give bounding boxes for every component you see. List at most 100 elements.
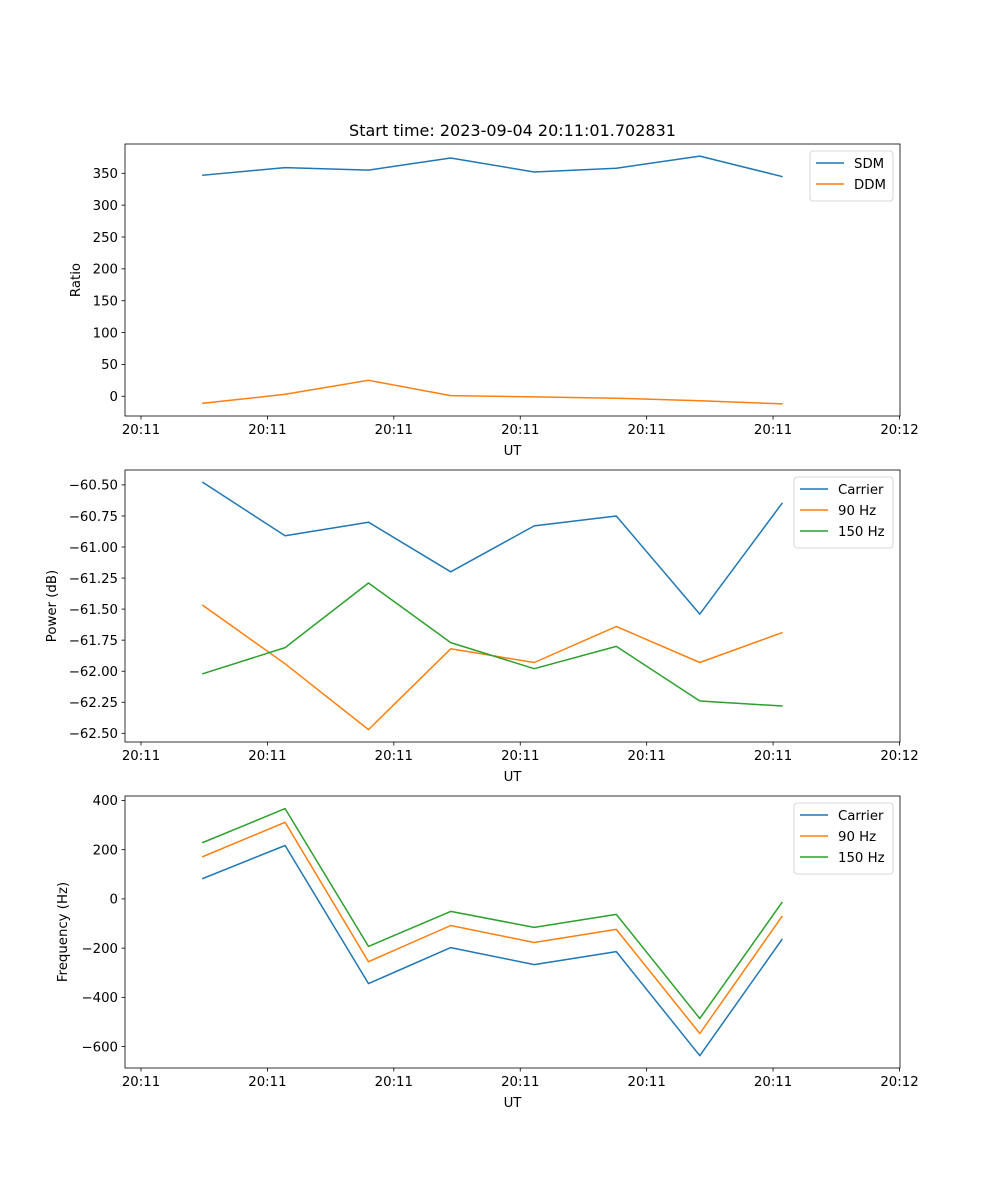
x-axis-label: UT (504, 770, 523, 785)
data-point (201, 401, 205, 405)
data-point (367, 168, 371, 172)
x-tick-label: 20:11 (501, 423, 539, 438)
data-point (698, 1054, 702, 1058)
data-point (449, 156, 453, 160)
data-point (780, 901, 784, 905)
series-line-ddm (202, 379, 783, 405)
data-point (780, 175, 784, 179)
x-tick-label: 20:11 (122, 749, 160, 764)
y-tick-label: −61.50 (69, 603, 118, 618)
legend-label: DDM (854, 178, 886, 193)
x-tick-label: 20:11 (628, 749, 666, 764)
series-line-150-hz (201, 582, 783, 707)
y-tick-label: −62.50 (69, 727, 118, 742)
x-tick-label: 20:11 (375, 423, 413, 438)
x-tick-label: 20:12 (880, 1075, 918, 1090)
y-tick-label: −60.50 (69, 479, 118, 494)
y-tick-label: 400 (93, 794, 118, 809)
data-point (780, 915, 784, 919)
data-point (283, 662, 287, 666)
series-line-carrier (201, 481, 783, 615)
data-point (201, 173, 205, 177)
x-tick-label: 20:11 (754, 1075, 792, 1090)
data-point (201, 877, 205, 881)
data-point (532, 667, 536, 671)
legend-label: 150 Hz (838, 851, 885, 866)
x-tick-label: 20:11 (375, 749, 413, 764)
x-tick-label: 20:11 (122, 1075, 160, 1090)
x-tick-label: 20:11 (501, 1075, 539, 1090)
axes-frame (124, 469, 901, 743)
data-point (532, 963, 536, 967)
data-point (449, 924, 453, 928)
y-tick-label: −62.25 (69, 696, 118, 711)
data-point (614, 166, 618, 170)
data-point (201, 672, 205, 676)
y-tick-label: −400 (81, 991, 118, 1006)
x-tick-label: 20:11 (628, 1075, 666, 1090)
series-line-carrier (201, 844, 783, 1057)
legend: Carrier 90 Hz 150 Hz (793, 476, 894, 549)
y-tick-label: −62.00 (69, 665, 118, 680)
data-point (283, 534, 287, 538)
y-tick-label: −61.75 (69, 634, 118, 649)
data-point (698, 399, 702, 403)
chart-panel-3: 20:11 20:11 20:11 20:11 20:11 20:11 20:12 −600 −… (56, 794, 919, 1111)
data-point (532, 941, 536, 945)
y-tick-label: 250 (93, 231, 118, 246)
x-tick-label: 20:11 (628, 423, 666, 438)
data-point (283, 646, 287, 650)
y-tick-label: −200 (81, 942, 118, 957)
data-point (532, 395, 536, 399)
data-point (367, 378, 371, 382)
x-tick-label: 20:11 (375, 1075, 413, 1090)
x-tick-label: 20:11 (754, 749, 792, 764)
data-point (614, 514, 618, 518)
data-point (449, 394, 453, 398)
data-point (532, 925, 536, 929)
data-point (283, 844, 287, 848)
data-point (780, 631, 784, 635)
data-point (367, 960, 371, 964)
figure-title: Start time: 2023-09-04 20:11:01.702831 (349, 121, 676, 140)
data-point (614, 912, 618, 916)
data-point (367, 581, 371, 585)
axes-frame (124, 143, 901, 417)
data-point (698, 612, 702, 616)
y-tick-label: 0 (110, 390, 118, 405)
data-point (780, 502, 784, 506)
data-point (201, 855, 205, 859)
legend-label: Carrier (838, 809, 884, 824)
data-point (283, 807, 287, 811)
data-point (283, 820, 287, 824)
data-point (780, 704, 784, 708)
x-tick-label: 20:12 (880, 423, 918, 438)
y-axis-label: Power (dB) (45, 570, 60, 642)
chart-panel-2: 20:11 20:11 20:11 20:11 20:11 20:11 20:12 −62.5… (45, 469, 919, 785)
y-tick-label: −600 (81, 1040, 118, 1055)
data-point (449, 641, 453, 645)
y-tick-label: 300 (93, 199, 118, 214)
x-tick-label: 20:11 (122, 423, 160, 438)
y-axis-label: Ratio (69, 263, 84, 297)
x-tick-label: 20:11 (248, 423, 286, 438)
x-tick-label: 20:11 (248, 749, 286, 764)
series-line-sdm (202, 155, 783, 178)
y-tick-label: −60.75 (69, 510, 118, 525)
y-tick-label: 200 (93, 843, 118, 858)
y-tick-label: 150 (93, 295, 118, 310)
data-point (449, 946, 453, 950)
data-point (201, 841, 205, 845)
y-tick-label: −61.00 (69, 541, 118, 556)
legend-label: 150 Hz (838, 525, 885, 540)
data-point (614, 644, 618, 648)
legend-label: 90 Hz (838, 504, 876, 519)
data-point (532, 524, 536, 528)
data-point (449, 909, 453, 913)
data-point (698, 661, 702, 665)
data-point (614, 625, 618, 629)
data-point (201, 603, 205, 607)
data-point (698, 1032, 702, 1036)
data-point (201, 480, 205, 484)
x-tick-label: 20:12 (880, 749, 918, 764)
